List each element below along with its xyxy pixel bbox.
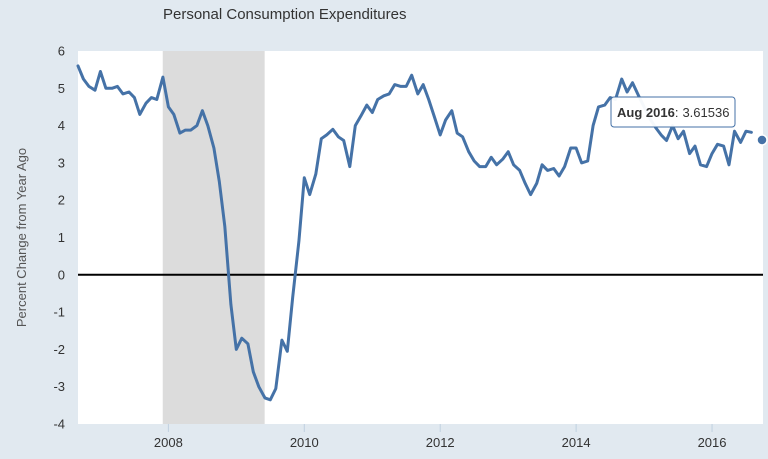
- y-tick-label: 2: [58, 193, 65, 208]
- y-tick-label: -2: [53, 342, 65, 357]
- tooltip: Aug 2016: 3.61536: [610, 96, 768, 146]
- y-tick-label: 5: [58, 81, 65, 96]
- y-tick-label: -4: [53, 417, 65, 432]
- x-tick-label: 2016: [698, 435, 727, 450]
- y-axis: 6 5 4 3 2 1 0 -1 -2 -3 -4: [53, 44, 65, 432]
- tooltip-date: Aug 2016: [617, 105, 675, 120]
- tooltip-box: [610, 96, 736, 128]
- tooltip-separator: :: [675, 105, 679, 120]
- x-tick-label: 2008: [154, 435, 183, 450]
- y-tick-label: -3: [53, 379, 65, 394]
- recession-band: [162, 51, 265, 424]
- x-tick-label: 2012: [426, 435, 455, 450]
- y-tick-label: 3: [58, 155, 65, 170]
- tooltip-value: 3.61536: [682, 105, 729, 120]
- y-axis-title: Percent Change from Year Ago: [14, 148, 29, 327]
- y-tick-label: 1: [58, 230, 65, 245]
- y-tick-label: -1: [53, 305, 65, 320]
- hover-point-marker[interactable]: [756, 134, 768, 146]
- y-tick-label: 6: [58, 44, 65, 59]
- chart-title: Personal Consumption Expenditures: [163, 6, 407, 23]
- x-tick-label: 2010: [290, 435, 319, 450]
- y-tick-label: 4: [58, 118, 65, 133]
- x-axis: 2008 2010 2012 2014 2016: [154, 424, 727, 450]
- tooltip-text: Aug 2016: 3.61536: [617, 105, 729, 120]
- recession-shading-group: [162, 51, 265, 424]
- y-tick-label: 0: [58, 267, 65, 282]
- x-tick-label: 2014: [562, 435, 591, 450]
